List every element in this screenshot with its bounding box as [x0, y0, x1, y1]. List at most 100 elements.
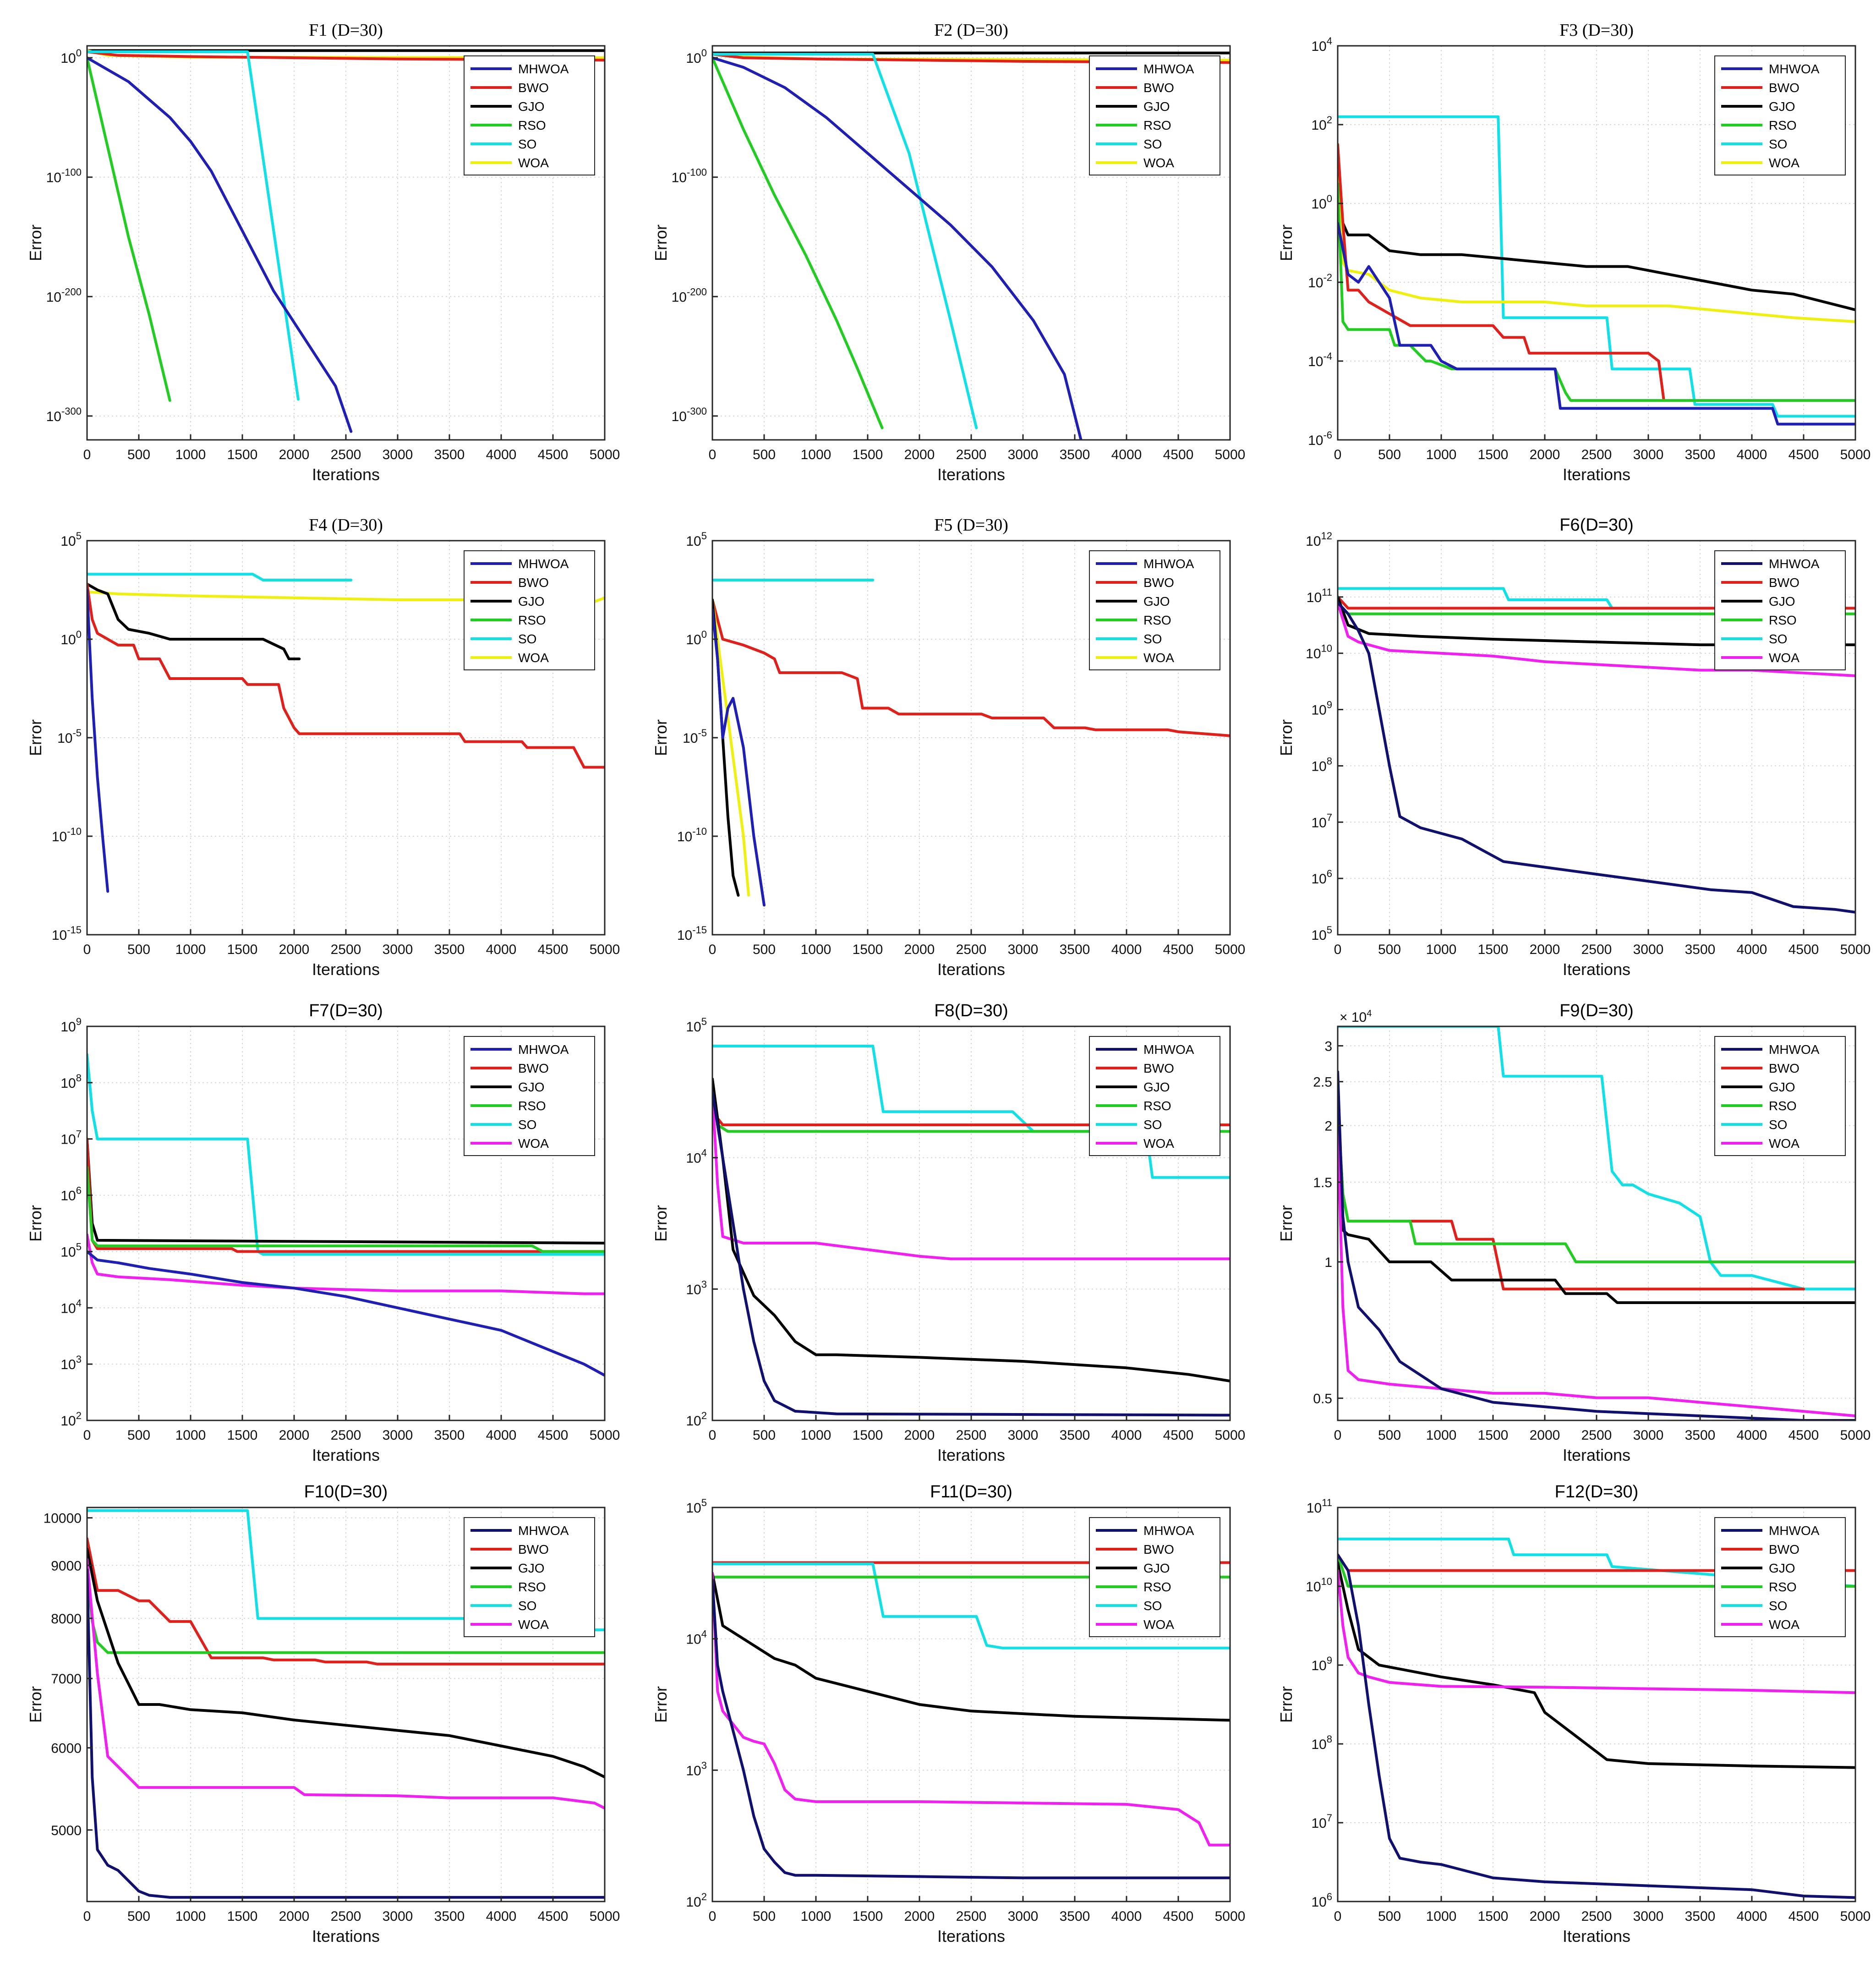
legend-label-mhwoa: MHWOA — [518, 1524, 569, 1538]
x-tick-label: 1500 — [853, 447, 883, 462]
x-tick-label: 0 — [83, 447, 91, 462]
y-tick-label: 10-6 — [1308, 429, 1332, 448]
series-line-woa — [1338, 1569, 1855, 1694]
legend-label-mhwoa: MHWOA — [1143, 557, 1194, 571]
legend-label-bwo: BWO — [518, 575, 549, 590]
x-tick-label: 2000 — [1530, 1909, 1560, 1924]
series-line-bwo — [712, 598, 1230, 737]
legend-label-so: SO — [1769, 1599, 1787, 1613]
x-tick-label: 2500 — [956, 942, 987, 957]
series-line-woa — [712, 1572, 1230, 1847]
x-tick-label: 500 — [753, 1909, 776, 1924]
y-tick-label: 100 — [686, 629, 707, 647]
series-line-mhwoa — [1338, 1070, 1855, 1420]
y-axis-label: Error — [26, 1205, 45, 1242]
chart-panel-f11: 0 500 1000 1500 2000 2500 3000 3500 4000 4500 5000… — [644, 1471, 1248, 1957]
x-tick-label: 2000 — [279, 1909, 310, 1924]
series-line-gjo — [87, 1547, 605, 1779]
y-multiplier-label: × 104 — [1340, 1008, 1372, 1025]
legend-label-bwo: BWO — [1769, 1542, 1799, 1556]
chart-title: F1 (D=30) — [309, 21, 383, 40]
series-group — [1338, 1026, 1855, 1420]
x-tick-label: 1500 — [227, 447, 258, 462]
legend-label-bwo: BWO — [518, 1542, 549, 1556]
x-tick-label: 1500 — [853, 1909, 883, 1924]
y-tick-label: 108 — [1311, 755, 1332, 774]
x-tick-label: 4500 — [538, 942, 569, 957]
y-tick-label: 1011 — [1307, 1497, 1332, 1516]
x-tick-label: 4000 — [1111, 447, 1142, 462]
y-tick-label: 10-10 — [677, 826, 707, 844]
x-tick-label: 5000 — [1215, 1909, 1246, 1924]
series-line-bwo — [87, 582, 605, 769]
chart-title: F3 (D=30) — [1559, 21, 1634, 40]
series-group — [1338, 115, 1855, 426]
series-line-gjo — [1338, 1561, 1855, 1769]
chart-svg-f10: 0 500 1000 1500 2000 2500 3000 3500 4000 4500 5000… — [26, 1482, 620, 1946]
series-line-bwo — [712, 53, 1230, 64]
series-line-woa — [1338, 1124, 1855, 1418]
legend-label-woa: WOA — [1143, 651, 1174, 665]
x-tick-label: 1000 — [1426, 1909, 1457, 1924]
chart-panel-f12: 0 500 1000 1500 2000 2500 3000 3500 4000 4500 5000… — [1269, 1471, 1874, 1957]
y-tick-label: 106 — [1311, 868, 1332, 887]
x-axis-label: Iterations — [312, 465, 380, 484]
y-tick-label: 3 — [1324, 1039, 1332, 1054]
legend: MHWOA BWO GJO RSO SO WOA — [464, 550, 595, 670]
series-line-gjo — [1338, 1124, 1855, 1304]
x-tick-label: 1500 — [227, 942, 258, 957]
y-tick-label: 104 — [686, 1628, 707, 1647]
x-tick-label: 3500 — [1685, 1909, 1716, 1924]
x-tick-label: 3000 — [1633, 1909, 1664, 1924]
x-tick-label: 5000 — [1840, 1909, 1871, 1924]
y-tick-label: 102 — [60, 1410, 82, 1429]
x-tick-label: 1000 — [801, 1909, 831, 1924]
series-line-mhwoa — [712, 1578, 1230, 1880]
x-tick-label: 500 — [1378, 447, 1401, 462]
legend: MHWOA BWO GJO RSO SO WOA — [464, 55, 595, 175]
legend-label-so: SO — [518, 1118, 536, 1132]
series-line-mhwoa — [87, 588, 109, 893]
y-axis-label: Error — [1277, 1686, 1296, 1723]
x-tick-label: 5000 — [1215, 447, 1246, 462]
x-tick-label: 1500 — [853, 1428, 883, 1443]
series-line-rso — [1338, 1102, 1855, 1263]
y-tick-label: 10-100 — [46, 167, 82, 186]
chart-svg-f12: 0 500 1000 1500 2000 2500 3000 3500 4000 4500 5000… — [1277, 1482, 1871, 1946]
x-tick-label: 5000 — [590, 1909, 620, 1924]
x-tick-label: 3000 — [383, 942, 413, 957]
legend-label-woa: WOA — [518, 651, 549, 665]
series-line-rso — [87, 1166, 605, 1253]
legend: MHWOA BWO GJO RSO SO WOA — [1089, 550, 1220, 670]
series-line-mhwoa — [1338, 1553, 1855, 1899]
y-tick-label: 8000 — [51, 1611, 82, 1627]
series-group — [712, 579, 1230, 907]
series-line-mhwoa — [87, 56, 353, 433]
y-tick-label: 5000 — [51, 1823, 82, 1838]
x-tick-label: 3500 — [434, 447, 465, 462]
x-tick-label: 500 — [1378, 1428, 1401, 1443]
x-tick-label: 500 — [1378, 942, 1401, 957]
legend-label-mhwoa: MHWOA — [1769, 1524, 1820, 1538]
x-tick-label: 2500 — [331, 1428, 361, 1443]
series-line-rso — [1338, 1553, 1855, 1588]
x-tick-label: 5000 — [1840, 447, 1871, 462]
x-tick-label: 3000 — [1633, 447, 1664, 462]
x-tick-label: 1000 — [175, 942, 206, 957]
y-tick-label: 1010 — [1306, 643, 1332, 662]
x-tick-label: 4500 — [1788, 942, 1819, 957]
legend: MHWOA BWO GJO RSO SO WOA — [1714, 1036, 1846, 1156]
x-tick-label: 3000 — [383, 1909, 413, 1924]
y-tick-label: 102 — [686, 1891, 707, 1910]
y-tick-label: 104 — [60, 1297, 82, 1316]
x-tick-label: 4500 — [538, 1428, 569, 1443]
series-line-gjo — [712, 1077, 1230, 1382]
legend-label-bwo: BWO — [1143, 81, 1174, 95]
chart-title: F2 (D=30) — [934, 21, 1008, 40]
x-tick-label: 4000 — [1737, 447, 1767, 462]
y-axis-label: Error — [651, 225, 670, 261]
y-tick-label: 1011 — [1307, 586, 1332, 605]
legend-label-rso: RSO — [518, 1099, 546, 1113]
x-tick-label: 0 — [83, 942, 91, 957]
x-tick-label: 3500 — [434, 1428, 465, 1443]
